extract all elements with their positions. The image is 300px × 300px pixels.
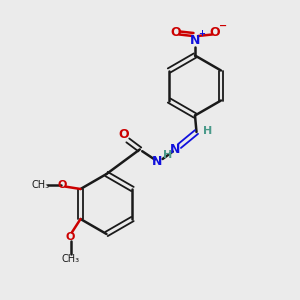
Text: −: − <box>219 21 228 31</box>
Text: N: N <box>152 155 162 168</box>
Text: O: O <box>58 179 67 190</box>
Text: CH₃: CH₃ <box>32 179 50 190</box>
Text: H: H <box>203 125 212 136</box>
Text: O: O <box>210 26 220 39</box>
Text: H: H <box>163 150 172 161</box>
Text: +: + <box>198 29 205 38</box>
Text: N: N <box>190 34 200 47</box>
Text: O: O <box>66 232 75 242</box>
Text: O: O <box>118 128 129 142</box>
Text: O: O <box>170 26 181 39</box>
Text: N: N <box>169 143 180 157</box>
Text: CH₃: CH₃ <box>61 254 80 264</box>
